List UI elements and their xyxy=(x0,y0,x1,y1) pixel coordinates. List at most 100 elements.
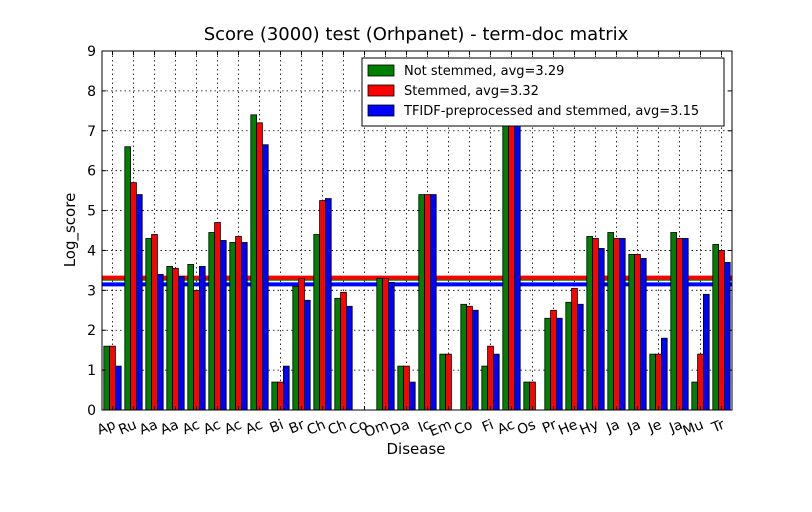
bar xyxy=(586,236,593,411)
x-axis-title: Disease xyxy=(387,440,446,458)
bar xyxy=(256,122,263,411)
x-tick-label: Ch xyxy=(305,417,328,439)
bar xyxy=(303,299,311,411)
bar xyxy=(261,144,269,411)
bar xyxy=(655,353,662,411)
bar xyxy=(345,305,353,411)
bar xyxy=(240,242,248,411)
y-axis-title: Log_score xyxy=(61,193,80,268)
x-tick-label: Pr xyxy=(540,417,559,437)
bar xyxy=(319,200,326,411)
x-tick-label: Bi xyxy=(267,417,286,437)
bar xyxy=(229,242,237,411)
bar xyxy=(487,345,494,411)
bar xyxy=(403,365,410,411)
bar xyxy=(466,305,473,411)
bar xyxy=(718,250,725,411)
bar xyxy=(607,232,614,411)
bar xyxy=(592,238,599,411)
x-tick-label: Ru xyxy=(116,417,139,439)
bar xyxy=(382,277,389,411)
bar xyxy=(277,381,284,411)
bar xyxy=(103,345,111,411)
bar xyxy=(613,238,620,411)
bar xyxy=(115,365,122,411)
bar xyxy=(313,234,320,411)
y-tick-label: 5 xyxy=(87,204,96,220)
y-axis-ticks: 0 1 2 3 4 5 6 7 8 9 xyxy=(87,44,732,419)
chart-title: Score (3000) test (Orhpanet) - term-doc … xyxy=(204,24,629,45)
bar xyxy=(544,317,551,411)
x-tick-label: He xyxy=(556,417,580,439)
bar xyxy=(471,309,479,411)
bar xyxy=(424,194,431,411)
bar xyxy=(703,293,710,411)
bar xyxy=(298,277,305,411)
bar xyxy=(577,303,584,411)
bar xyxy=(151,234,158,411)
bar xyxy=(598,248,605,411)
x-tick-label: Co xyxy=(347,417,370,439)
bar xyxy=(634,254,641,411)
bar xyxy=(502,98,509,411)
legend: Not stemmed, avg=3.29 Stemmed, avg=3.32 TF… xyxy=(361,57,725,127)
bar xyxy=(156,273,164,411)
y-tick-label: 2 xyxy=(87,323,96,339)
bar xyxy=(271,381,278,411)
x-tick-label: Ac xyxy=(222,417,244,438)
bar xyxy=(670,232,677,411)
bars xyxy=(103,98,731,411)
bar xyxy=(529,381,536,411)
x-tick-label: Fi xyxy=(480,417,496,436)
y-tick-label: 6 xyxy=(87,164,96,180)
bar xyxy=(292,285,299,411)
x-tick-label: Mu xyxy=(681,417,706,440)
x-tick-label: Ch xyxy=(326,417,349,439)
bar xyxy=(324,198,332,411)
bar xyxy=(408,381,416,411)
x-tick-label: Ac xyxy=(180,417,202,438)
x-tick-label: Ja xyxy=(603,417,622,437)
bar xyxy=(418,194,425,411)
bar xyxy=(235,236,242,411)
legend-label: TFIDF-preprocessed and stemmed, avg=3.15 xyxy=(403,104,699,119)
y-tick-label: 1 xyxy=(87,363,96,379)
bar xyxy=(124,146,132,411)
bar xyxy=(387,281,395,411)
bar xyxy=(193,289,200,411)
x-tick-label: Ja xyxy=(624,417,643,437)
bar xyxy=(214,222,221,411)
x-tick-label: Os xyxy=(515,417,538,439)
x-tick-label: Tr xyxy=(709,417,728,437)
x-tick-label: Ac xyxy=(201,417,223,438)
x-tick-label: Aa xyxy=(137,417,160,439)
bar xyxy=(550,309,557,411)
bar xyxy=(492,353,500,411)
bar xyxy=(649,353,656,411)
x-tick-label: Da xyxy=(388,417,412,439)
bar xyxy=(556,317,563,411)
legend-label: Not stemmed, avg=3.29 xyxy=(404,64,564,79)
bar xyxy=(439,353,446,411)
legend-swatch xyxy=(367,64,395,77)
bar xyxy=(219,240,227,411)
bar xyxy=(514,102,521,411)
bar xyxy=(628,254,635,411)
bar xyxy=(481,365,488,411)
bar xyxy=(571,287,578,411)
bar xyxy=(397,365,404,411)
bar xyxy=(130,182,137,411)
bar xyxy=(177,275,185,411)
bar xyxy=(135,194,143,411)
bar xyxy=(109,345,116,411)
x-tick-label: Je xyxy=(645,417,664,437)
x-tick-label: Ic xyxy=(416,417,433,436)
legend-swatch xyxy=(367,84,395,97)
x-tick-label: Em xyxy=(427,417,454,440)
x-tick-label: Ac xyxy=(243,417,265,438)
x-tick-label: Om xyxy=(362,417,391,441)
y-tick-label: 9 xyxy=(87,44,96,60)
